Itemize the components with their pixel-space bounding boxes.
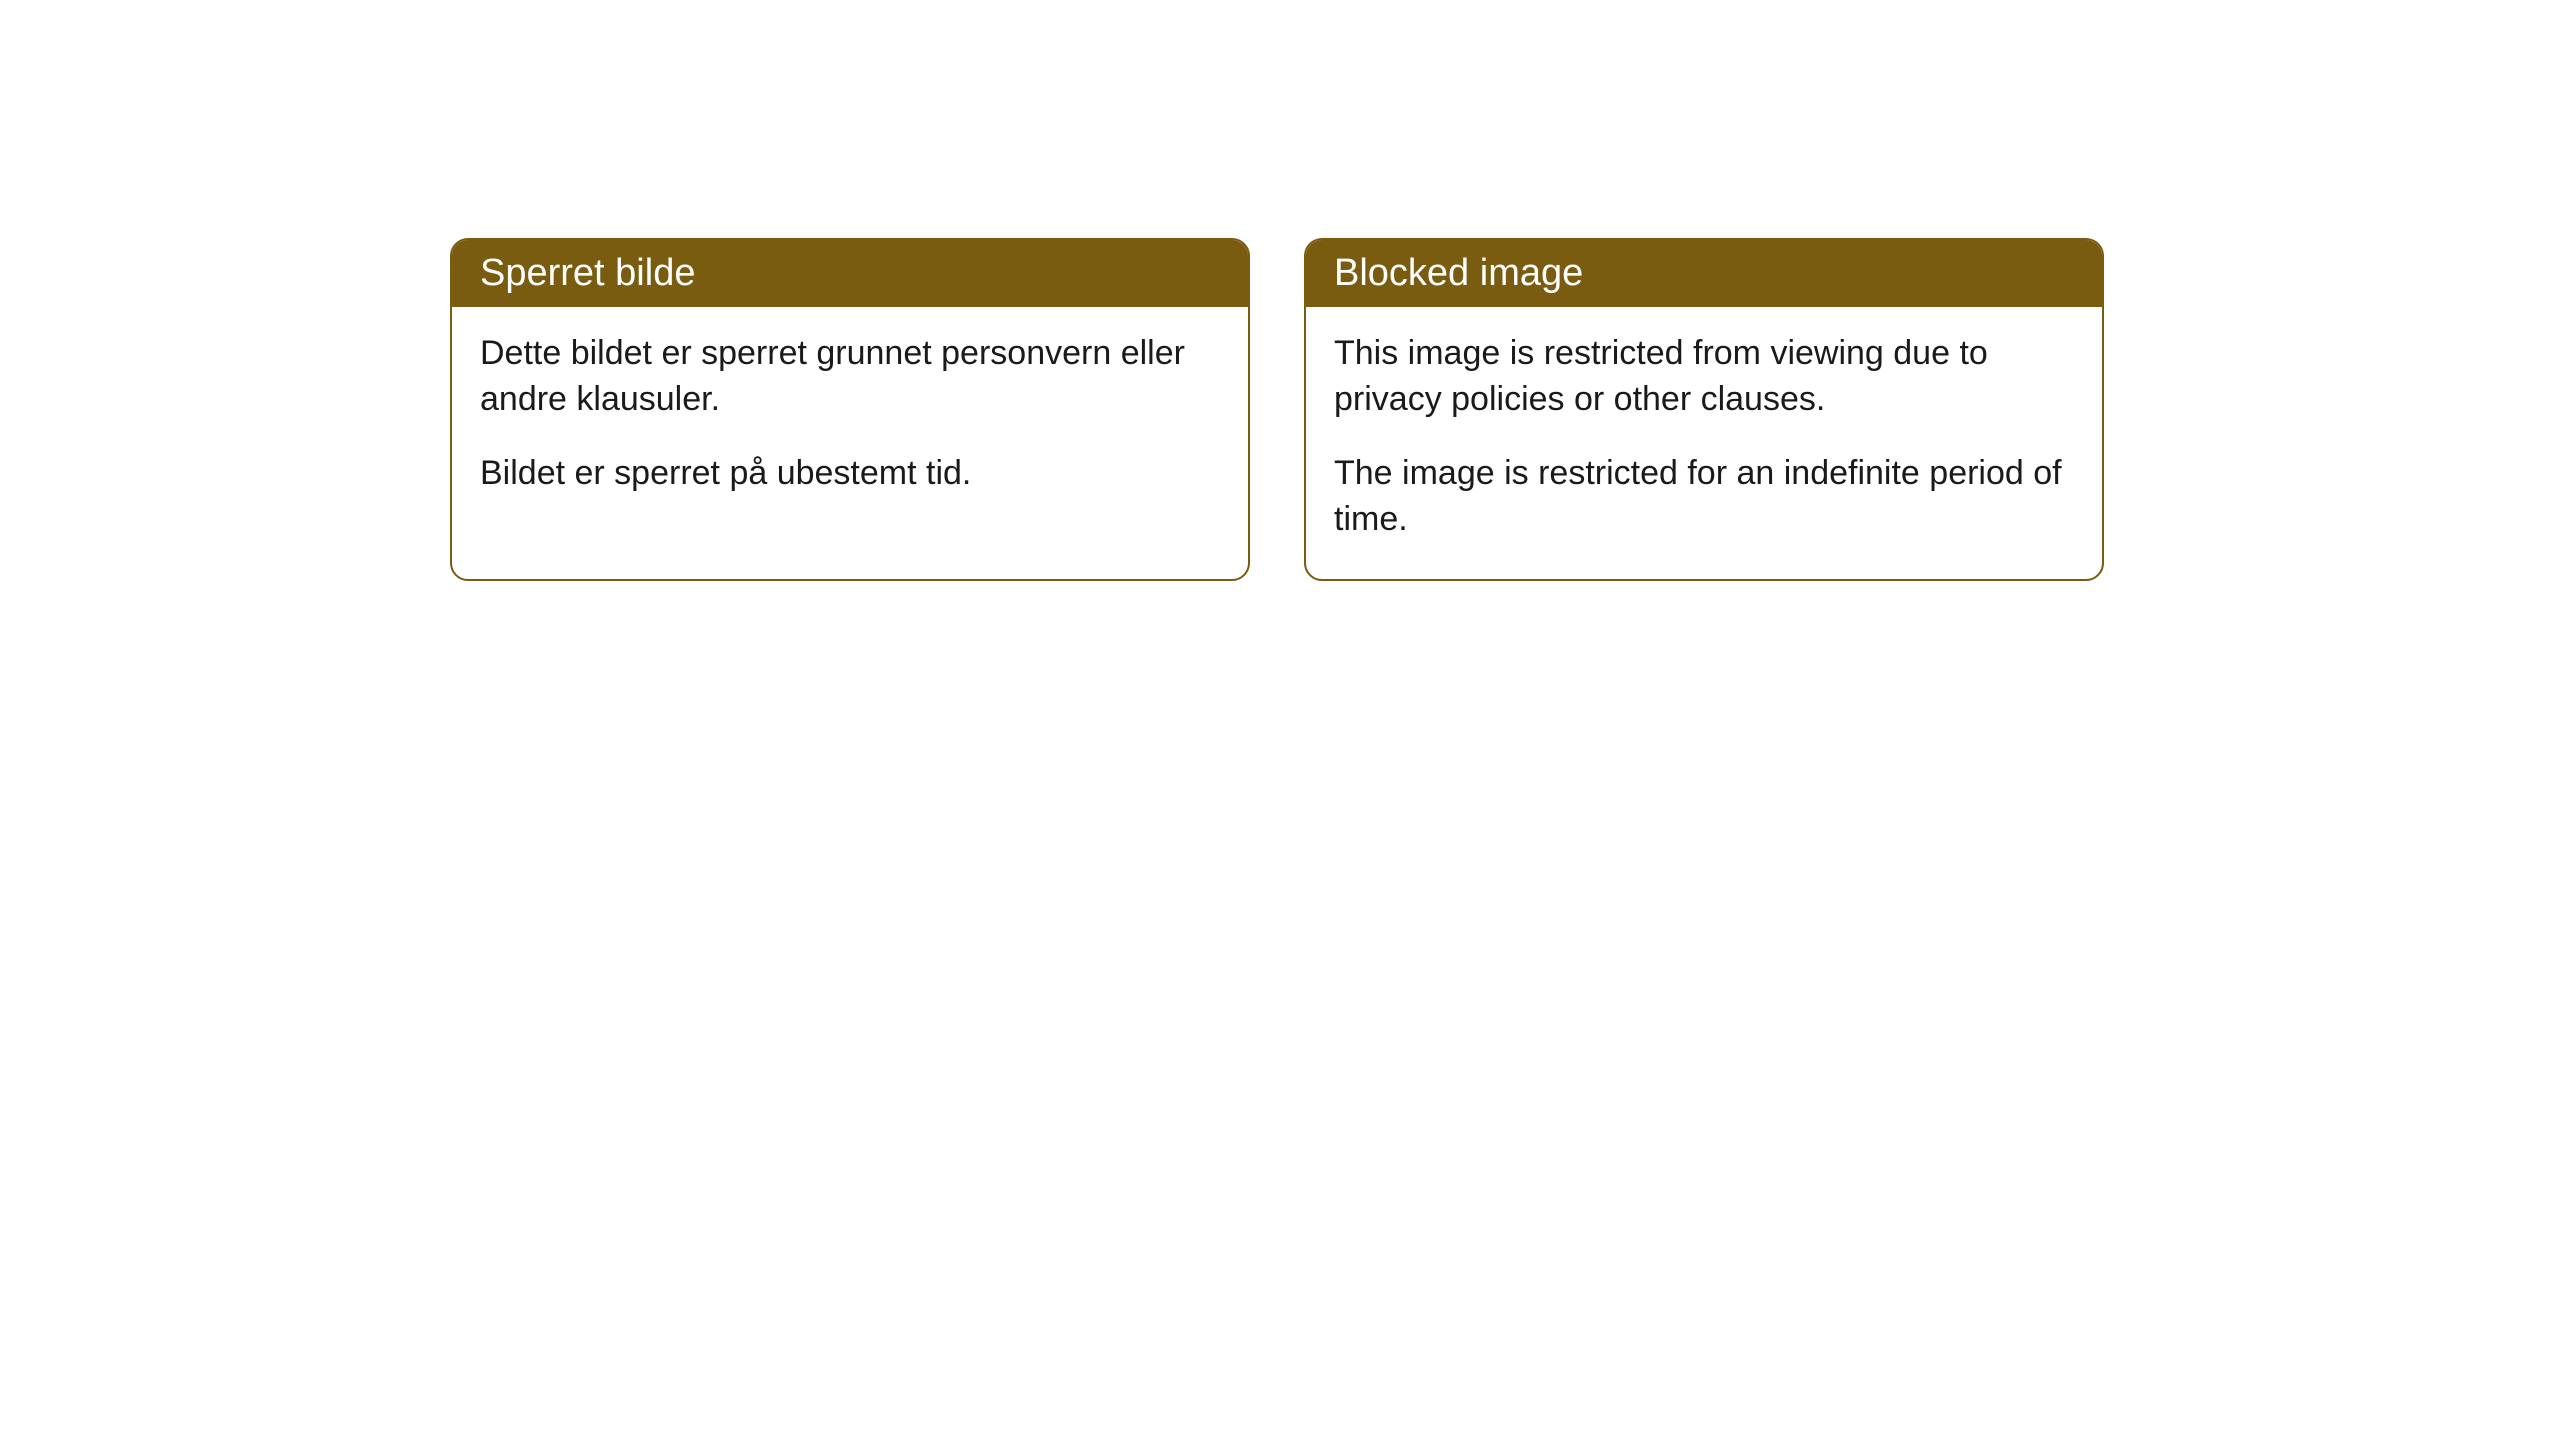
card-header-no: Sperret bilde	[452, 240, 1248, 307]
card-title-en: Blocked image	[1334, 252, 1583, 294]
notice-cards-container: Sperret bilde Dette bildet er sperret gr…	[450, 238, 2104, 581]
card-paragraph-en-2: The image is restricted for an indefinit…	[1334, 451, 2074, 543]
card-body-no: Dette bildet er sperret grunnet personve…	[452, 307, 1248, 533]
card-paragraph-no-1: Dette bildet er sperret grunnet personve…	[480, 331, 1220, 423]
card-paragraph-en-1: This image is restricted from viewing du…	[1334, 331, 2074, 423]
card-paragraph-no-2: Bildet er sperret på ubestemt tid.	[480, 451, 1220, 497]
card-title-no: Sperret bilde	[480, 252, 695, 294]
card-header-en: Blocked image	[1306, 240, 2102, 307]
blocked-image-card-en: Blocked image This image is restricted f…	[1304, 238, 2104, 581]
card-body-en: This image is restricted from viewing du…	[1306, 307, 2102, 579]
blocked-image-card-no: Sperret bilde Dette bildet er sperret gr…	[450, 238, 1250, 581]
